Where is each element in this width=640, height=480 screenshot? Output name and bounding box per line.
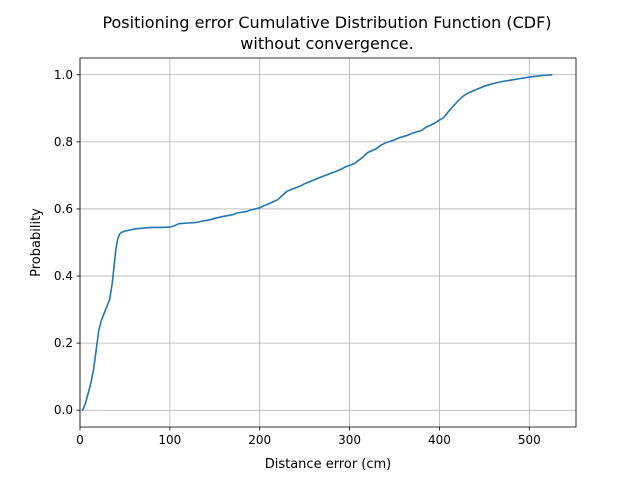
y-tick-label: 1.0 <box>54 68 73 82</box>
grid-lines <box>79 58 576 427</box>
series-layer <box>81 74 553 412</box>
x-axis-label: Distance error (cm) <box>265 457 392 472</box>
axis-ticks: 0 100 200 300 400 500 0.0 0.2 0.4 0.6 0.8 1.0 <box>54 68 541 447</box>
x-tick-label: 0 <box>76 433 84 447</box>
x-tick-label: 500 <box>518 433 541 447</box>
x-tick-label: 300 <box>338 433 361 447</box>
series-line-cdf <box>81 74 553 412</box>
y-tick-label: 0.4 <box>54 269 73 283</box>
plot-area-frame <box>79 57 577 428</box>
y-tick-label: 0.0 <box>54 403 73 417</box>
chart-title-line2: without convergence. <box>240 34 413 53</box>
y-tick-label: 0.2 <box>54 336 73 350</box>
y-tick-label: 0.8 <box>54 135 73 149</box>
y-tick-label: 0.6 <box>54 202 73 216</box>
x-tick-label: 100 <box>158 433 181 447</box>
x-tick-label: 400 <box>428 433 451 447</box>
chart-title: Positioning error Cumulative Distributio… <box>102 13 551 32</box>
y-axis-label: Probability <box>29 208 44 277</box>
x-tick-label: 200 <box>248 433 271 447</box>
